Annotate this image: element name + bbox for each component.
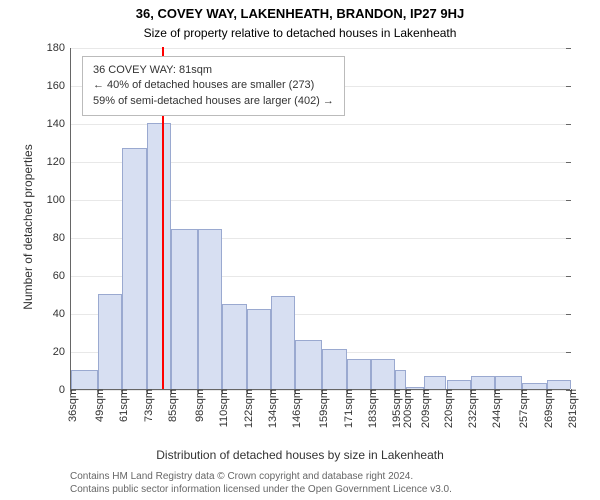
x-tick-label: 257sqm [518, 389, 530, 428]
annotation-box: 36 COVEY WAY: 81sqm ← 40% of detached ho… [82, 56, 345, 116]
x-tick-label: 61sqm [118, 389, 130, 422]
histogram-bar [222, 304, 246, 390]
y-tick-label: 40 [53, 308, 71, 320]
x-tick-label: 122sqm [243, 389, 255, 428]
histogram-bar [371, 359, 395, 389]
chart-supertitle: 36, COVEY WAY, LAKENHEATH, BRANDON, IP27… [0, 6, 600, 21]
x-tick-label: 98sqm [194, 389, 206, 422]
x-tick-label: 110sqm [218, 389, 230, 427]
chart-container: 36, COVEY WAY, LAKENHEATH, BRANDON, IP27… [0, 0, 600, 500]
histogram-bar [271, 296, 295, 389]
y-tick-label: 120 [47, 156, 71, 168]
y-tick-mark [566, 238, 571, 239]
x-tick-label: 36sqm [67, 389, 79, 422]
x-tick-label: 49sqm [94, 389, 106, 422]
histogram-bar [495, 376, 522, 389]
histogram-bar [471, 376, 495, 389]
histogram-bar [347, 359, 371, 389]
annotation-line2: ← 40% of detached houses are smaller (27… [93, 78, 334, 93]
x-tick-label: 220sqm [443, 389, 455, 428]
footer-line1: Contains HM Land Registry data © Crown c… [70, 470, 452, 483]
footer-line2: Contains public sector information licen… [70, 483, 452, 496]
y-tick-label: 140 [47, 118, 71, 130]
footer: Contains HM Land Registry data © Crown c… [70, 470, 452, 496]
histogram-bar [447, 380, 471, 390]
y-tick-label: 180 [47, 42, 71, 54]
x-tick-label: 209sqm [420, 389, 432, 428]
x-tick-label: 269sqm [543, 389, 555, 428]
y-tick-label: 20 [53, 346, 71, 358]
annotation-line1: 36 COVEY WAY: 81sqm [93, 63, 334, 78]
y-tick-mark [566, 200, 571, 201]
histogram-bar [198, 229, 222, 389]
y-tick-label: 80 [53, 232, 71, 244]
x-tick-label: 73sqm [143, 389, 155, 422]
histogram-bar [98, 294, 122, 389]
y-tick-label: 160 [47, 80, 71, 92]
x-tick-label: 85sqm [167, 389, 179, 422]
x-tick-label: 183sqm [367, 389, 379, 428]
chart-title: Size of property relative to detached ho… [0, 26, 600, 40]
histogram-bar [322, 349, 346, 389]
histogram-bar [247, 309, 271, 389]
histogram-bar [395, 370, 405, 389]
y-tick-mark [566, 48, 571, 49]
histogram-bar [424, 376, 446, 389]
x-tick-label: 134sqm [267, 389, 279, 428]
x-tick-label: 171sqm [343, 389, 355, 428]
histogram-bar [547, 380, 571, 390]
y-tick-mark [566, 86, 571, 87]
histogram-bar [171, 229, 198, 389]
histogram-bar [71, 370, 98, 389]
x-tick-label: 159sqm [318, 389, 330, 428]
y-tick-mark [566, 314, 571, 315]
histogram-bar [147, 123, 171, 389]
y-axis-label: Number of detached properties [21, 77, 35, 377]
gridline [71, 48, 570, 49]
histogram-bar [122, 148, 146, 389]
y-tick-mark [566, 162, 571, 163]
annotation-line3: 59% of semi-detached houses are larger (… [93, 94, 334, 109]
x-tick-label: 232sqm [467, 389, 479, 428]
y-tick-mark [566, 124, 571, 125]
x-tick-label: 244sqm [491, 389, 503, 428]
y-tick-mark [566, 276, 571, 277]
x-tick-label: 146sqm [291, 389, 303, 428]
y-tick-mark [566, 352, 571, 353]
y-tick-label: 60 [53, 270, 71, 282]
x-tick-label: 200sqm [402, 389, 414, 428]
histogram-bar [295, 340, 322, 389]
x-tick-label: 281sqm [567, 389, 579, 428]
y-tick-label: 100 [47, 194, 71, 206]
x-axis-label: Distribution of detached houses by size … [0, 448, 600, 462]
